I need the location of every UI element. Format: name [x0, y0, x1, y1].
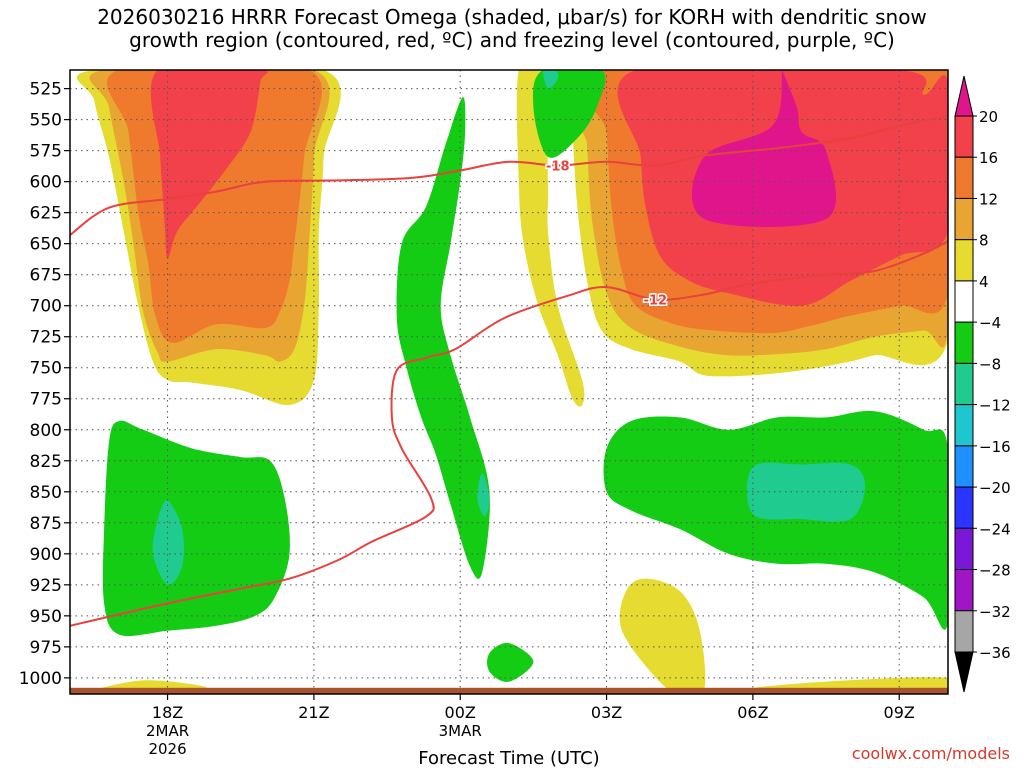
y-tick-label-975: 975 [30, 638, 62, 658]
colorbar-bin--4-to-4 [954, 280, 974, 323]
y-tick-label-875: 875 [30, 514, 62, 534]
y-tick-label-550: 550 [30, 111, 62, 131]
colorbar-bin-4-to-8 [954, 239, 974, 282]
colorbar-label-12: 12 [979, 190, 998, 208]
colorbar-bin--32-to--28 [954, 569, 974, 612]
colorbar-label--32: −32 [979, 603, 1011, 621]
omega-region-green-bottom-blob [487, 642, 534, 682]
y-tick-label-775: 775 [30, 390, 62, 410]
x-tick-label-21Z: 21Z [298, 703, 329, 722]
y-tick-label-650: 650 [30, 235, 62, 255]
y-tick-label-525: 525 [30, 80, 62, 100]
colorbar-label-8: 8 [979, 232, 989, 250]
colorbar-bin--24-to--20 [954, 486, 974, 529]
y-tick-label-800: 800 [30, 421, 62, 441]
grid-layer [70, 70, 948, 694]
contour-label-dgz-lower-minus12: -12 [644, 294, 668, 309]
omega-region-green-center [396, 97, 490, 579]
x-tick-sublabel-3MAR: 3MAR [439, 722, 482, 740]
omega-region-green-right-low [603, 410, 948, 630]
colorbar-bin--8-to--4 [954, 321, 974, 364]
omega-region-teal-center [477, 473, 490, 517]
x-tick-label-03Z: 03Z [591, 703, 622, 722]
colorbar-bin--36-to--32 [954, 610, 974, 653]
contour-dgz-upper-minus18 [70, 114, 948, 236]
colorbar-label--8: −8 [979, 355, 1001, 373]
omega-shading-layer [70, 70, 948, 694]
omega-region-teal-top [542, 70, 559, 89]
colorbar-bin--20-to--16 [954, 445, 974, 488]
x-tick-label-06Z: 06Z [737, 703, 768, 722]
omega-region-teal-right-low [746, 462, 866, 522]
omega-region-yellow-lower-mid [619, 578, 706, 694]
y-tick-label-950: 950 [30, 607, 62, 627]
colorbar-label--4: −4 [979, 314, 1001, 332]
omega-region-green-left-low [102, 420, 290, 637]
y-tick-label-1000: 1000 [19, 669, 62, 689]
x-tick-sublabel-2MAR: 2MAR [146, 722, 189, 740]
colorbar-label--12: −12 [979, 397, 1011, 415]
colorbar-label--36: −36 [979, 644, 1011, 662]
colorbar-bottom-arrow [954, 651, 974, 693]
colorbar-label-4: 4 [979, 273, 989, 291]
x-tick-label-18Z: 18Z [152, 703, 183, 722]
y-tick-label-600: 600 [30, 173, 62, 193]
y-tick-label-750: 750 [30, 359, 62, 379]
colorbar-top-arrow [954, 75, 974, 117]
contour-dgz-lower-minus12 [70, 240, 948, 627]
colorbar-bin--16-to--12 [954, 404, 974, 447]
omega-region-magenta-right [691, 70, 837, 227]
title-line-1: 2026030216 HRRR Forecast Omega (shaded, … [97, 5, 927, 29]
x-tick-sublabel-2026: 2026 [148, 740, 186, 758]
colorbar-bin-16-to-20 [954, 115, 974, 158]
colorbar-label-16: 16 [979, 149, 998, 167]
credit-text: coolwx.com/models [851, 744, 1010, 763]
omega-region-red-left [150, 70, 269, 259]
colorbar-label--24: −24 [979, 520, 1011, 538]
colorbar-bin-8-to-12 [954, 197, 974, 241]
contour-label-dgz-upper-minus18: -18 [546, 160, 570, 175]
y-tick-label-675: 675 [30, 266, 62, 286]
colorbar: 20 16 12 8 4 −4 −8 −12 −16 −20 −24 −28 −32 −36 [954, 75, 1011, 693]
y-tick-label-700: 700 [30, 297, 62, 317]
x-axis-label: Forecast Time (UTC) [418, 748, 599, 768]
chart-title: 2026030216 HRRR Forecast Omega (shaded, … [0, 6, 1024, 52]
ground-band [70, 687, 948, 694]
omega-region-green-top [532, 70, 606, 158]
colorbar-label--20: −20 [979, 479, 1011, 497]
plot-frame [69, 69, 949, 695]
y-axis: 525 550 575 600 625 650 675 700 725 750 775 800 825 8… [19, 80, 70, 689]
y-tick-label-825: 825 [30, 452, 62, 472]
contour-layer: -12 -18 [70, 114, 948, 627]
x-tick-label-00Z: 00Z [445, 703, 476, 722]
colorbar-label--28: −28 [979, 562, 1011, 580]
title-line-2: growth region (contoured, red, ºC) and f… [129, 28, 895, 52]
y-tick-label-900: 900 [30, 545, 62, 565]
x-tick-label-09Z: 09Z [884, 703, 915, 722]
y-tick-label-575: 575 [30, 142, 62, 162]
colorbar-bin-12-to-16 [954, 156, 974, 199]
colorbar-bin--28-to--24 [954, 527, 974, 571]
colorbar-bin--12-to--8 [954, 362, 974, 406]
y-tick-label-725: 725 [30, 328, 62, 348]
colorbar-label--16: −16 [979, 438, 1011, 456]
y-tick-label-625: 625 [30, 204, 62, 224]
y-tick-label-850: 850 [30, 483, 62, 503]
y-tick-label-925: 925 [30, 576, 62, 596]
omega-region-yellow-mid [516, 70, 585, 407]
colorbar-label-20: 20 [979, 108, 998, 126]
omega-region-teal-left-low [152, 500, 184, 586]
